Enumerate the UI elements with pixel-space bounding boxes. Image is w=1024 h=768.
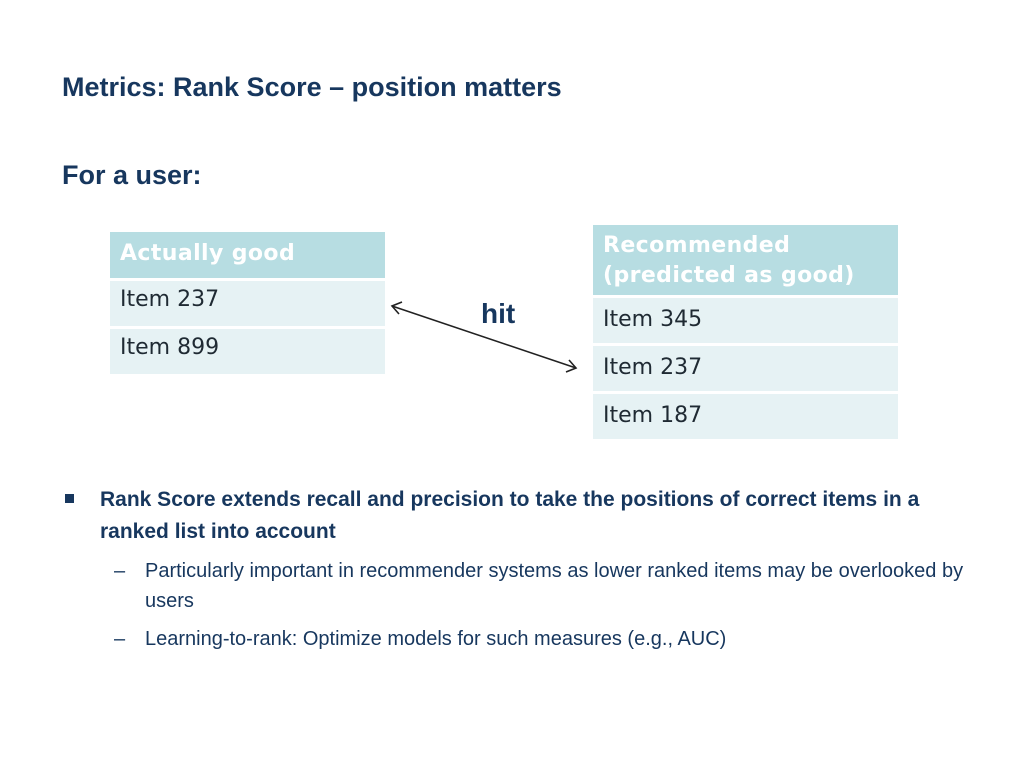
- main-bullet-text: Rank Score extends recall and precision …: [100, 488, 920, 543]
- main-bullet: Rank Score extends recall and precision …: [62, 484, 982, 548]
- square-bullet-icon: [65, 494, 74, 503]
- recommended-table: Recommended (predicted as good) Item 345…: [593, 225, 898, 439]
- sub-bullet-text: Learning-to-rank: Optimize models for su…: [145, 628, 727, 650]
- slide-subtitle: For a user:: [62, 160, 202, 190]
- table-row: Item 237: [593, 343, 898, 391]
- dash-marker: –: [114, 560, 126, 582]
- sub-bullet: – Particularly important in recommender …: [62, 556, 982, 616]
- recommended-header-line2: (predicted as good): [603, 263, 855, 288]
- recommended-header-line1: Recommended: [603, 233, 791, 258]
- table-row: Item 187: [593, 391, 898, 439]
- table-row: Item 345: [593, 295, 898, 343]
- dash-marker: –: [114, 628, 126, 650]
- sub-bullet: – Learning-to-rank: Optimize models for …: [62, 624, 982, 654]
- actually-good-table: Actually good Item 237 Item 899: [110, 232, 385, 374]
- table-row: Item 899: [110, 326, 385, 374]
- table-row: Item 237: [110, 278, 385, 326]
- slide-title: Metrics: Rank Score – position matters: [62, 72, 562, 102]
- recommended-header: Recommended (predicted as good): [593, 225, 898, 295]
- bullet-list: Rank Score extends recall and precision …: [62, 484, 982, 654]
- sub-bullet-text: Particularly important in recommender sy…: [145, 560, 964, 612]
- hit-label: hit: [481, 298, 516, 329]
- actually-good-header: Actually good: [110, 232, 385, 278]
